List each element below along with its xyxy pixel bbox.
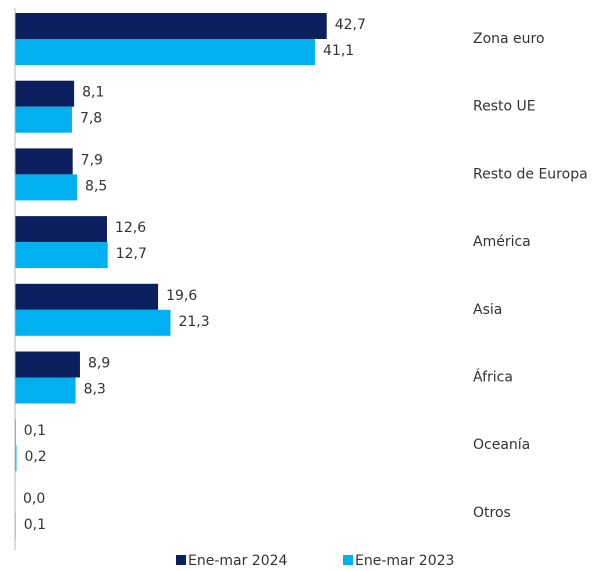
bar [15,445,17,472]
category-label: Otros [473,505,511,521]
bar [15,309,171,336]
data-label: 8,5 [85,178,107,194]
bar [15,283,159,310]
bar [15,39,316,65]
data-label: 7,9 [81,152,103,168]
data-label: 0,1 [24,423,46,439]
category-label: Asia [473,302,502,318]
category-label: Resto de Europa [473,166,588,182]
category-label: África [473,369,513,386]
bar [15,242,108,269]
bar [15,106,72,133]
legend-swatch [176,555,186,565]
data-label: 8,3 [84,382,106,398]
bar [15,80,75,107]
data-label: 21,3 [178,314,209,330]
data-label: 0,2 [24,449,46,465]
category-label: Zona euro [473,31,545,47]
bar [15,174,78,201]
category-label: América [473,234,531,250]
data-label: 12,6 [115,220,146,236]
data-label: 0,0 [23,491,45,507]
category-label: Resto UE [473,99,536,115]
bar [15,13,327,39]
data-label: 0,1 [24,517,46,533]
data-label: 41,1 [323,43,354,59]
category-label: Oceanía [473,437,530,453]
bar [15,148,73,175]
data-label: 19,6 [166,288,197,304]
bar [15,377,76,404]
data-label: 8,1 [82,85,104,101]
data-label: 8,9 [88,356,110,372]
data-label: 7,8 [80,111,102,127]
legend-swatch [343,555,353,565]
legend-label: Ene-mar 2023 [355,553,454,569]
data-label: 42,7 [335,17,366,33]
bar [15,351,80,378]
legend-label: Ene-mar 2024 [188,553,288,569]
bar [15,216,107,243]
data-label: 12,7 [116,246,147,262]
